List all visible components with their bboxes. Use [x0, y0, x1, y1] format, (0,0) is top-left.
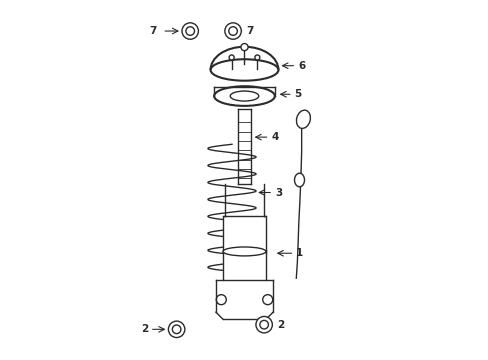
Circle shape: [259, 320, 268, 329]
Ellipse shape: [294, 173, 304, 187]
Circle shape: [185, 27, 194, 35]
Ellipse shape: [296, 110, 310, 129]
Ellipse shape: [230, 91, 258, 101]
Text: 7: 7: [246, 26, 253, 36]
Text: 1: 1: [296, 248, 303, 258]
Circle shape: [254, 55, 259, 60]
Ellipse shape: [214, 86, 274, 106]
Text: 4: 4: [271, 132, 278, 142]
Text: 5: 5: [294, 89, 301, 99]
Text: 3: 3: [274, 188, 282, 198]
FancyBboxPatch shape: [223, 216, 265, 280]
Circle shape: [172, 325, 181, 334]
Ellipse shape: [210, 59, 278, 81]
Text: 6: 6: [298, 61, 305, 71]
Circle shape: [224, 23, 241, 39]
Circle shape: [168, 321, 184, 338]
Circle shape: [241, 44, 247, 51]
Circle shape: [255, 316, 272, 333]
Text: 2: 2: [141, 324, 148, 334]
Circle shape: [228, 27, 237, 35]
Text: 7: 7: [149, 26, 157, 36]
Text: 2: 2: [276, 320, 284, 330]
Ellipse shape: [223, 247, 265, 256]
Circle shape: [182, 23, 198, 39]
Circle shape: [229, 55, 234, 60]
